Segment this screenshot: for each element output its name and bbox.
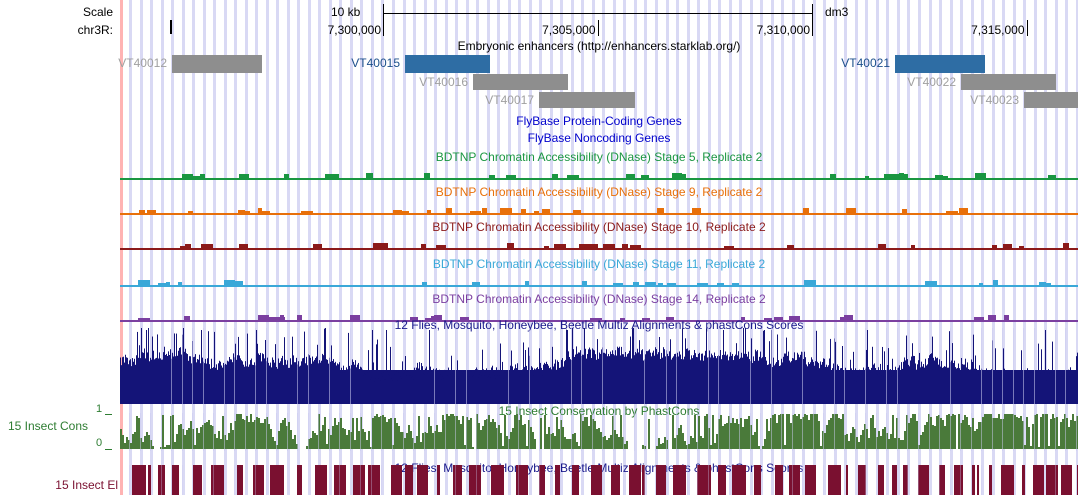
enhancers-track-title: Embryonic enhancers (http://enhancers.st… (457, 39, 741, 53)
enhancer-feature-bar[interactable] (961, 74, 1056, 90)
enhancer-feature-label: VT40016 (419, 75, 468, 89)
insect-cons-axis-max: 1 (96, 403, 103, 415)
dnase-signal-wiggle[interactable] (120, 172, 1078, 180)
dnase-signal-wiggle[interactable] (120, 207, 1078, 215)
enhancer-feature-label: VT40017 (485, 93, 534, 107)
scale-bar-right-tick (812, 4, 813, 22)
enhancer-feature-bar[interactable] (172, 55, 262, 73)
enhancer-feature-bar[interactable] (895, 55, 985, 73)
scale-bar-length-label: 10 kb (331, 5, 361, 19)
insect-elements-side-label: 15 Insect El (55, 478, 118, 492)
scale-bar-left-tick (383, 4, 384, 22)
dnase-signal-wiggle[interactable] (120, 279, 1078, 287)
scale-bar-line (383, 13, 812, 14)
ruler-tick-mark (383, 20, 384, 36)
position-tick-marker (170, 20, 172, 34)
ruler-tick-label: 7,315,000 (971, 23, 1025, 37)
ruler-tick-label: 7,310,000 (756, 23, 810, 37)
dnase-track-title: BDTNP Chromatin Accessibility (DNase) St… (435, 185, 763, 199)
enhancer-feature-label: VT40015 (351, 56, 400, 70)
flybase-protein-coding-title: FlyBase Protein-Coding Genes (516, 114, 682, 128)
insect-elements-track[interactable] (120, 465, 1078, 495)
dnase-track-title: BDTNP Chromatin Accessibility (DNase) St… (435, 150, 763, 164)
insect-cons-side-label: 15 Insect Cons (7, 419, 88, 433)
insect-cons-wiggle[interactable] (120, 413, 1078, 451)
enhancer-feature-label: VT40012 (118, 56, 167, 70)
dnase-track-title: BDTNP Chromatin Accessibility (DNase) St… (432, 292, 766, 306)
dnase-track-title: BDTNP Chromatin Accessibility (DNase) St… (432, 220, 766, 234)
multiz-top-wiggle[interactable] (120, 328, 1078, 404)
enhancer-feature-label: VT40021 (841, 56, 890, 70)
dnase-track-title: BDTNP Chromatin Accessibility (DNase) St… (432, 257, 766, 271)
enhancer-feature-label: VT40022 (907, 75, 956, 89)
ruler-tick-label: 7,305,000 (542, 23, 596, 37)
ruler-tick-mark (1026, 20, 1028, 36)
enhancer-feature-label: VT40023 (970, 93, 1019, 107)
enhancer-feature-bar[interactable] (473, 74, 568, 90)
ruler-tick-label: 7,300,000 (327, 23, 381, 37)
dnase-signal-wiggle[interactable] (120, 314, 1078, 322)
enhancer-feature-bar[interactable] (405, 55, 490, 73)
scale-row-label: Scale (82, 5, 113, 19)
ruler-tick-mark (812, 20, 813, 36)
dnase-signal-wiggle[interactable] (120, 242, 1078, 250)
flybase-noncoding-title: FlyBase Noncoding Genes (527, 131, 671, 145)
ruler-tick-mark (597, 20, 599, 36)
enhancer-feature-bar[interactable] (1024, 92, 1078, 108)
assembly-label: dm3 (825, 5, 849, 19)
insect-cons-axis-max-tick (105, 414, 112, 415)
insect-cons-axis-min: 0 (96, 437, 103, 449)
enhancer-feature-bar[interactable] (539, 92, 635, 108)
chromosome-label: chr3R: (77, 23, 113, 37)
insect-cons-axis-min-tick (105, 449, 112, 450)
